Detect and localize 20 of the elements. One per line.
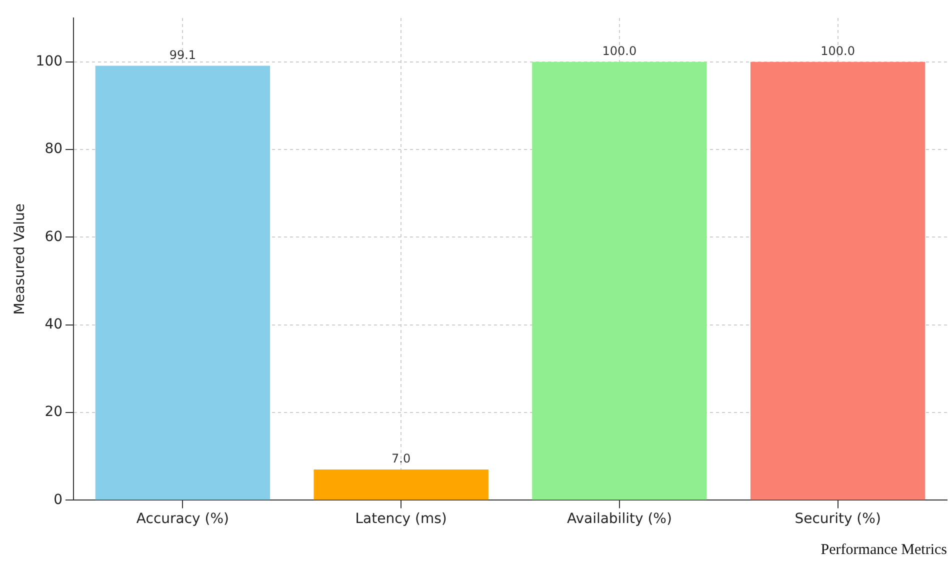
x-tick-label: Security (%) [794,511,881,528]
bar [95,66,270,500]
bar [532,62,707,500]
bar [750,62,926,500]
x-axis-title: Performance Metrics [820,542,948,558]
y-axis-title: Measured Value [12,203,28,315]
data-label: 100.0 [602,44,637,58]
bar [314,470,488,500]
x-tick-label: Accuracy (%) [136,511,230,528]
data-label: 100.0 [820,44,855,58]
y-tick-label: 100 [36,53,63,70]
y-tick-label: 20 [44,404,63,420]
y-tick-label: 80 [44,141,63,158]
x-tick-label: Availability (%) [566,511,672,528]
y-tick-label: 0 [54,492,63,508]
x-tick-label: Latency (ms) [355,511,447,528]
y-tick-label: 60 [44,228,63,245]
data-label: 99.1 [169,48,196,62]
data-label: 7.0 [392,452,411,466]
y-tick-label: 40 [44,316,63,332]
